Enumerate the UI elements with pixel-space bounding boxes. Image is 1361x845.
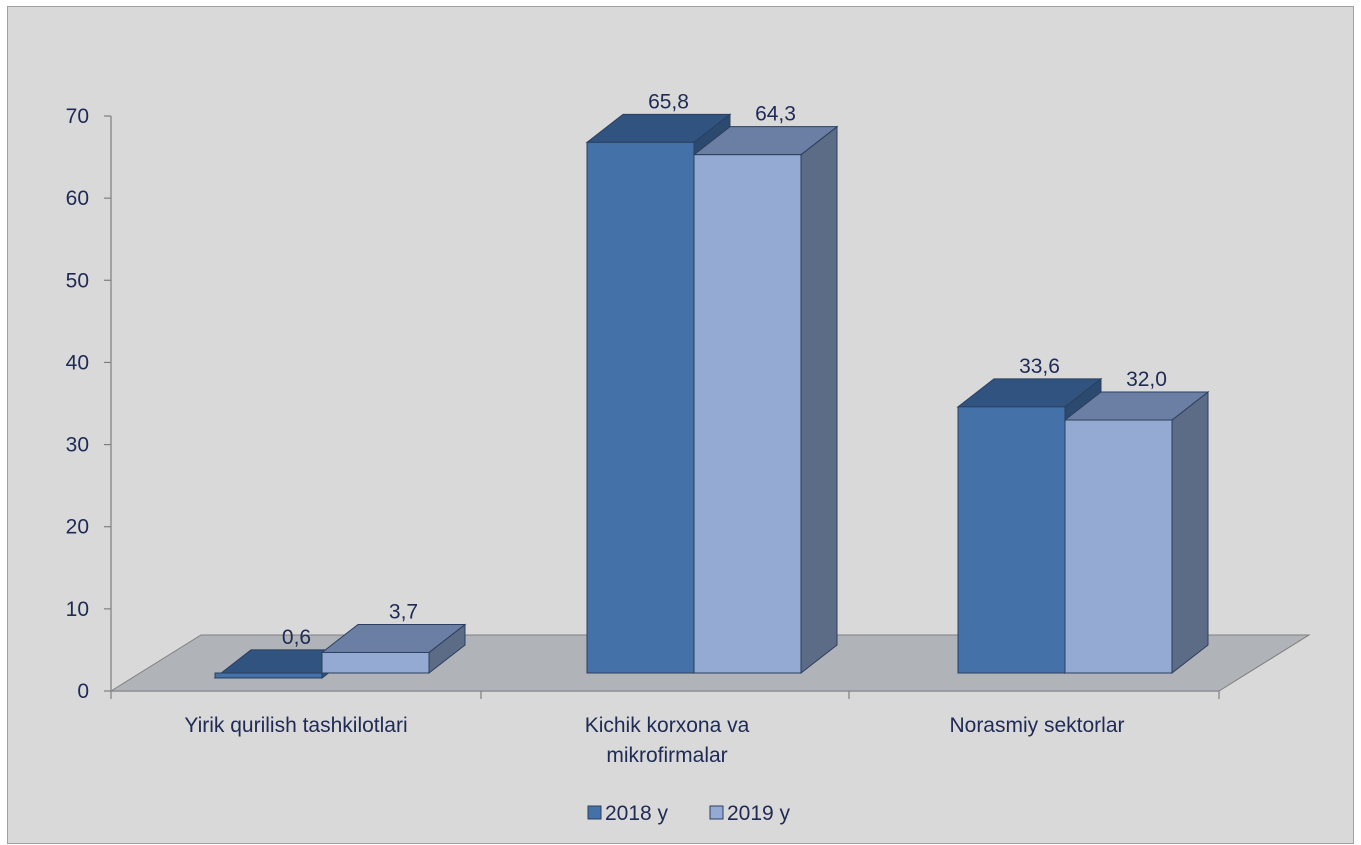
bar-front [1064,419,1173,674]
data-label: 33,6 [1019,355,1060,378]
bar-front [693,154,802,674]
bar-2019 [692,125,839,675]
legend-swatch [709,805,724,820]
data-label: 0,6 [282,626,311,649]
y-tick-label: 30 [66,434,89,457]
legend-label: 2018 y [605,802,669,825]
legend-label: 2019 y [727,802,791,825]
bar-2019 [320,623,467,675]
bar-front [586,141,695,674]
data-label: 32,0 [1126,368,1167,391]
legend: 2018 y 2019 y [587,802,791,825]
bars-layer [213,113,1210,679]
category-label: Kichik korxona va [585,714,750,737]
y-tick-label: 60 [66,187,89,210]
data-label: 65,8 [648,90,689,113]
legend-swatch [587,805,602,820]
category-label: Yirik qurilish tashkilotlari [184,714,407,737]
bar-front [321,651,430,674]
y-tick-label: 70 [66,105,89,128]
bar-front [957,406,1066,674]
bar-front [214,672,323,679]
labels-layer: Yirik qurilish tashkilotlari Kichik korxo… [184,90,1167,767]
y-tick-label: 40 [66,351,89,374]
y-tick-label: 50 [66,269,89,292]
bar-side [800,125,838,675]
y-tick-label: 10 [66,598,89,621]
data-label: 64,3 [755,103,796,126]
data-label: 3,7 [389,600,418,623]
category-label: mikrofirmalar [606,744,727,767]
bar-side [1171,390,1209,675]
y-tick-label: 20 [66,516,89,539]
bar-2019 [1063,390,1210,675]
category-label: Norasmiy sektorlar [949,714,1124,737]
y-tick-label: 0 [77,680,89,703]
